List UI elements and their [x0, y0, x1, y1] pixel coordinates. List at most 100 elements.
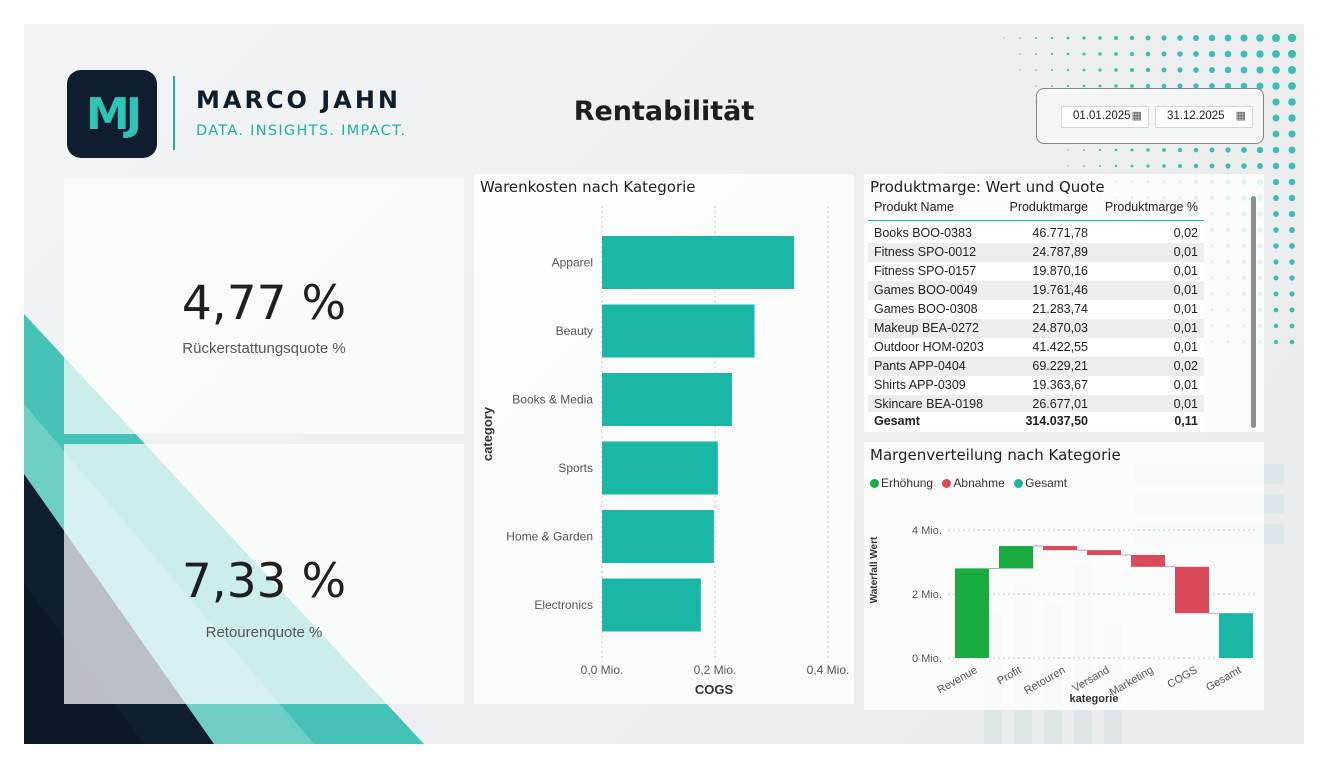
decor-dot: [1130, 84, 1134, 88]
decor-dot: [1066, 52, 1070, 56]
decor-dot: [1161, 35, 1167, 41]
decor-dot: [1099, 165, 1101, 167]
y-tick-label: 2 Mio.: [912, 589, 942, 601]
decor-dot: [1193, 147, 1199, 153]
product-name-cell: Books BOO-0383: [874, 226, 972, 240]
decor-dot: [1146, 148, 1150, 152]
table-row[interactable]: Books BOO-0383 46.771,78 0,02: [868, 224, 1204, 243]
table-row[interactable]: Skincare BEA-0198 26.677,01 0,01: [868, 395, 1204, 414]
column-header[interactable]: Produktmarge: [1009, 200, 1088, 214]
legend-item-increase[interactable]: Erhöhung: [870, 476, 933, 490]
category-label: Versand: [1071, 664, 1112, 695]
decor-dot: [1287, 33, 1297, 43]
decor-dot: [1145, 67, 1151, 73]
decor-dot: [1287, 49, 1297, 59]
legend-item-total[interactable]: Gesamt: [1014, 476, 1067, 490]
margin-percent-cell: 0,02: [1173, 226, 1198, 240]
kpi-card-refund-rate[interactable]: 4,77 % Rückerstattungsquote %: [64, 178, 464, 434]
decor-dot: [1273, 307, 1279, 313]
y-tick-label: 0 Mio.: [912, 653, 942, 665]
decor-dot: [1224, 50, 1232, 58]
decor-dot: [1051, 69, 1053, 71]
product-name-cell: Outdoor HOM-0203: [874, 340, 984, 354]
product-name-cell: Skincare BEA-0198: [874, 397, 984, 411]
decor-dot: [1129, 35, 1135, 41]
margin-percent-cell: 0,01: [1173, 302, 1198, 316]
decor-dot: [1177, 83, 1183, 89]
decor-dot: [1193, 163, 1199, 169]
table-row[interactable]: Shirts APP-0309 19.363,67 0,01: [868, 376, 1204, 395]
decor-dot: [1289, 291, 1295, 297]
margin-cell: 46.771,78: [1032, 226, 1088, 240]
kpi-card-return-rate[interactable]: 7,33 % Retourenquote %: [64, 444, 464, 704]
decor-dot: [1082, 68, 1086, 72]
legend-dot: [870, 479, 879, 488]
column-header[interactable]: Produktmarge %: [1104, 200, 1198, 214]
header-divider: [868, 220, 1204, 221]
decor-dot: [1066, 68, 1070, 72]
decor-dot: [1177, 67, 1183, 73]
table-row[interactable]: Makeup BEA-0272 24.870,03 0,01: [868, 319, 1204, 338]
decor-dot: [1241, 147, 1247, 153]
table-row[interactable]: Games BOO-0308 21.283,74 0,01: [868, 300, 1204, 319]
decor-dot: [1208, 34, 1216, 42]
decor-dot: [1240, 66, 1248, 74]
x-tick-label: 0,2 Mio.: [694, 663, 737, 677]
margin-cell: 19.761,46: [1032, 283, 1088, 297]
decor-dot: [1019, 69, 1021, 71]
decor-dot: [1209, 67, 1215, 73]
column-header[interactable]: Produkt Name: [874, 200, 954, 214]
decor-dot: [1240, 82, 1248, 90]
decor-dot: [1145, 51, 1151, 57]
logo-divider: [173, 76, 175, 150]
table-row[interactable]: Outdoor HOM-0203 41.422,55 0,01: [868, 338, 1204, 357]
decor-dot: [1035, 69, 1037, 71]
table-row[interactable]: Fitness SPO-0012 24.787,89 0,01: [868, 243, 1204, 262]
table-row[interactable]: Fitness SPO-0157 19.870,16 0,01: [868, 262, 1204, 281]
category-label: Beauty: [556, 324, 593, 338]
decor-dot: [1257, 163, 1263, 169]
decor-dot: [1288, 130, 1296, 138]
decor-dot: [1256, 50, 1264, 58]
start-date-input[interactable]: 01.01.2025 ▦: [1061, 106, 1149, 128]
decor-dot: [1208, 50, 1216, 58]
margin-percent-cell: 0,01: [1173, 283, 1198, 297]
calendar-icon[interactable]: ▦: [1235, 110, 1246, 122]
decor-dot: [1067, 165, 1069, 167]
decor-dot: [1114, 52, 1118, 56]
decor-dot: [1289, 259, 1295, 265]
kpi-label: Rückerstattungsquote %: [182, 340, 346, 357]
decor-dot: [1178, 164, 1182, 168]
bar: [602, 441, 718, 495]
table-row[interactable]: Games BOO-0049 19.761,46 0,01: [868, 281, 1204, 300]
waterfall-bar: [955, 568, 989, 658]
decor-dot: [1193, 67, 1199, 73]
legend-item-decrease[interactable]: Abnahme: [942, 476, 1005, 490]
product-name-cell: Makeup BEA-0272: [874, 321, 979, 335]
bar: [602, 236, 795, 289]
cogs-bar-chart-panel[interactable]: Warenkosten nach Kategorie category COGS…: [474, 174, 854, 704]
margin-cell: 19.363,67: [1032, 378, 1088, 392]
margin-cell: 26.677,01: [1032, 397, 1088, 411]
decor-dot: [1146, 164, 1150, 168]
legend-dot: [1014, 479, 1024, 488]
kpi-label: Retourenquote %: [205, 624, 323, 641]
margin-cell: 41.422,55: [1032, 340, 1088, 354]
decor-dot: [1241, 163, 1247, 169]
table-row[interactable]: Pants APP-0404 69.229,21 0,02: [868, 357, 1204, 376]
decor-dot: [1272, 98, 1280, 106]
date-range-slicer: 01.01.2025 ▦ 31.12.2025 ▦: [1036, 88, 1264, 144]
decor-dot: [1098, 68, 1102, 72]
decor-dot: [1289, 275, 1295, 281]
waterfall-bar: [999, 546, 1033, 569]
decor-dot: [1003, 37, 1005, 39]
decor-dot: [1289, 323, 1295, 329]
end-date-input[interactable]: 31.12.2025 ▦: [1155, 106, 1253, 128]
decor-dot: [1066, 36, 1070, 40]
table-scrollbar[interactable]: [1251, 196, 1256, 428]
decor-dot: [1161, 83, 1167, 89]
calendar-icon[interactable]: ▦: [1131, 110, 1142, 122]
product-name-cell: Fitness SPO-0012: [874, 245, 977, 259]
decor-dot: [1114, 36, 1118, 40]
decor-dot: [1273, 195, 1279, 201]
